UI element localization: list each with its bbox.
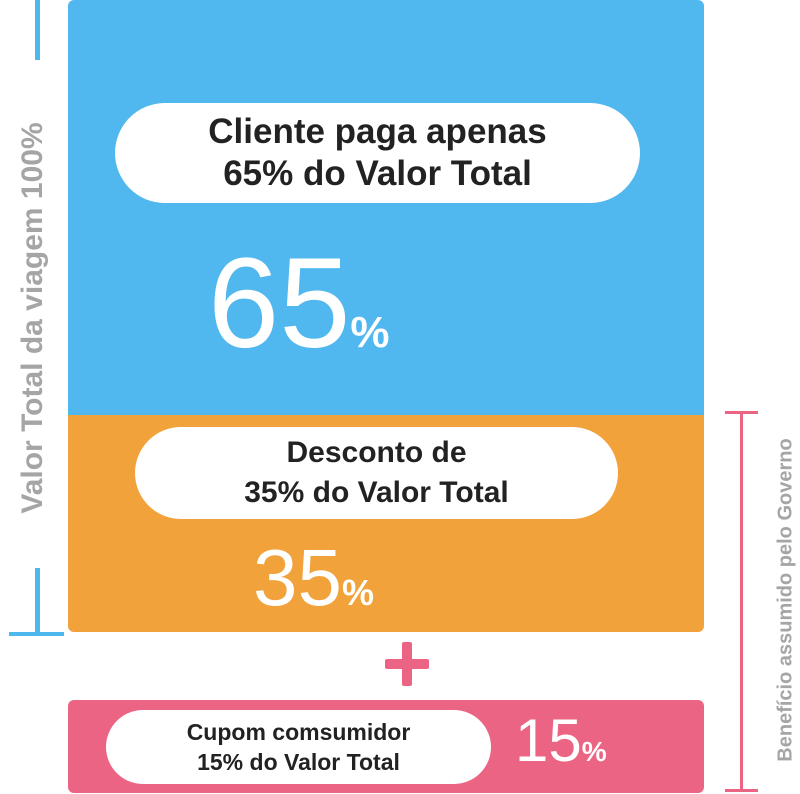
client-pays-pill: Cliente paga apenas 65% do Valor Total <box>115 103 640 203</box>
total-trip-label: Valor Total da viagem 100% <box>16 122 49 514</box>
coupon-line2: 15% do Valor Total <box>197 749 400 775</box>
government-bracket-line <box>740 411 743 792</box>
discount-line1: Desconto de <box>286 436 467 469</box>
discount-line2: 35% do Valor Total <box>244 476 509 509</box>
coupon-pill: Cupom comsumidor 15% do Valor Total <box>106 710 491 784</box>
plus-icon <box>385 642 429 686</box>
client-pays-block: Cliente paga apenas 65% do Valor Total <box>68 0 704 415</box>
discount-number: 35 <box>253 533 342 622</box>
client-pays-unit: % <box>350 308 390 357</box>
government-benefit-label: Benefício assumido pelo Governo <box>774 438 797 762</box>
coupon-unit: % <box>581 736 607 767</box>
discount-pill: Desconto de 35% do Valor Total <box>135 427 618 519</box>
client-pays-line1: Cliente paga apenas <box>208 112 547 151</box>
discount-block: Desconto de 35% do Valor Total <box>68 415 704 632</box>
client-pays-number: 65 <box>208 232 351 375</box>
coupon-number: 15 <box>515 707 582 774</box>
total-bracket-cap-bottom <box>9 632 64 636</box>
total-bracket-line-bottom <box>35 568 40 634</box>
coupon-line1: Cupom comsumidor <box>186 719 411 745</box>
coupon-block: Cupom comsumidor 15% do Valor Total <box>68 700 704 793</box>
government-bracket-cap-bottom <box>725 789 758 792</box>
discount-percentage: 35% <box>253 538 374 618</box>
discount-unit: % <box>341 572 374 613</box>
client-pays-line2: 65% do Valor Total <box>223 154 532 193</box>
client-pays-percentage: 65% <box>208 240 390 368</box>
total-bracket-line-top <box>35 0 40 60</box>
government-bracket-cap-top <box>725 411 758 414</box>
coupon-percentage: 15% <box>515 711 607 771</box>
